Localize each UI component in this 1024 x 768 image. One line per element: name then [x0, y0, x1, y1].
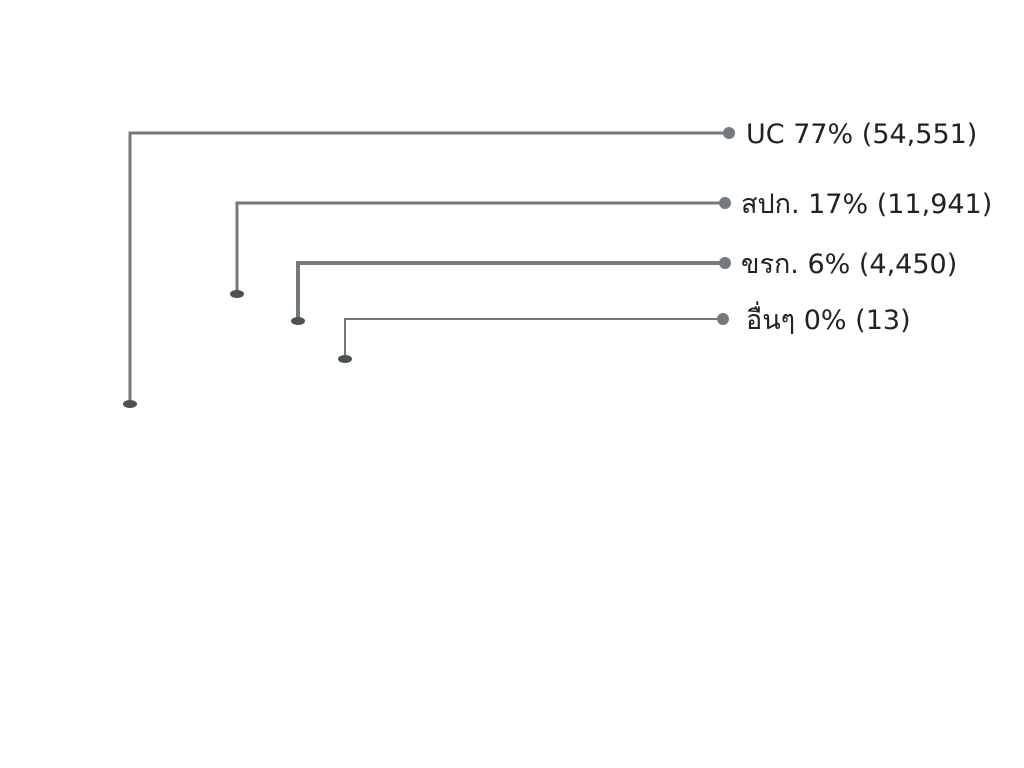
leader-base-4: [338, 355, 352, 363]
leader-line-2: [235, 201, 725, 294]
leader-line-3: [296, 261, 725, 321]
leader-line-4: [344, 318, 723, 359]
leader-base-3: [291, 317, 305, 325]
leader-base-2: [230, 290, 244, 298]
leader-dot-2: [719, 197, 731, 209]
chart-marks: UC 77% (54,551) สปก. 17% (11,941) ขรก. 6% …: [123, 119, 992, 408]
leader-dot-3: [719, 257, 731, 269]
leader-label-3: ขรก. 6% (4,450): [741, 249, 957, 280]
leader-base-1: [123, 400, 137, 408]
leader-label-2: สปก. 17% (11,941): [741, 189, 992, 220]
leader-dot-4: [717, 313, 729, 325]
leader-dot-1: [723, 127, 735, 139]
leader-label-1: UC 77% (54,551): [746, 119, 977, 150]
leader-line-1: [128, 131, 729, 404]
leader-label-4: อื่นๆ 0% (13): [746, 301, 911, 336]
